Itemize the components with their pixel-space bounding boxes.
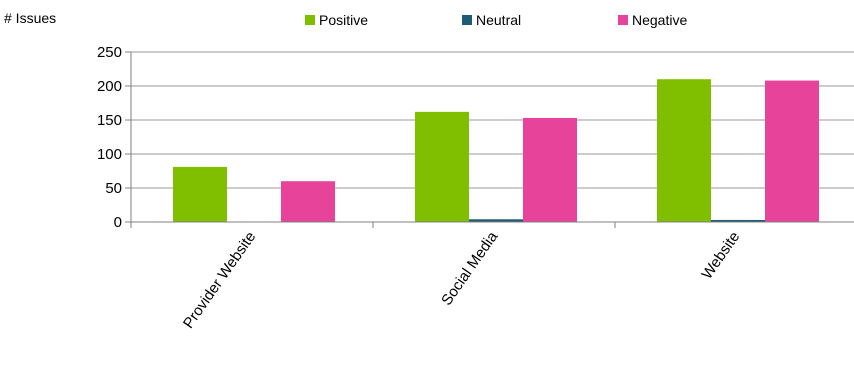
y-tick-labels: 0 50 100 150 200 250 xyxy=(97,44,122,231)
bar-neutral-website xyxy=(711,219,765,222)
y-tick-label: 0 xyxy=(114,214,122,231)
bar-neutral-social-media xyxy=(469,219,523,222)
bar-positive-provider-website xyxy=(173,166,227,222)
bar-positive-social-media xyxy=(415,111,469,222)
bar-positive-website xyxy=(657,79,711,222)
category-label: Social Media xyxy=(438,228,502,309)
y-tick-label: 150 xyxy=(97,112,122,129)
legend-label-negative: Negative xyxy=(632,12,687,28)
category-label: Website xyxy=(698,229,743,283)
legend-label-neutral: Neutral xyxy=(476,12,521,28)
gridlines xyxy=(131,51,854,189)
bars xyxy=(173,79,819,222)
y-tick-label: 250 xyxy=(97,44,122,61)
y-axis-label: # Issues xyxy=(4,10,56,26)
legend-swatch-positive xyxy=(305,15,315,25)
y-tick-label: 100 xyxy=(97,146,122,163)
legend: Positive Neutral Negative xyxy=(305,12,687,28)
bar-negative-provider-website xyxy=(281,181,335,222)
y-tick-label: 50 xyxy=(105,180,122,197)
category-label: Provider Website xyxy=(180,229,259,332)
legend-swatch-neutral xyxy=(462,15,472,25)
bar-negative-website xyxy=(765,80,819,222)
bar-negative-social-media xyxy=(523,117,577,222)
category-labels: Provider Website Social Media Website xyxy=(180,228,743,332)
legend-label-positive: Positive xyxy=(319,12,368,28)
legend-swatch-negative xyxy=(618,15,628,25)
y-tick-label: 200 xyxy=(97,78,122,95)
axes xyxy=(125,51,854,228)
